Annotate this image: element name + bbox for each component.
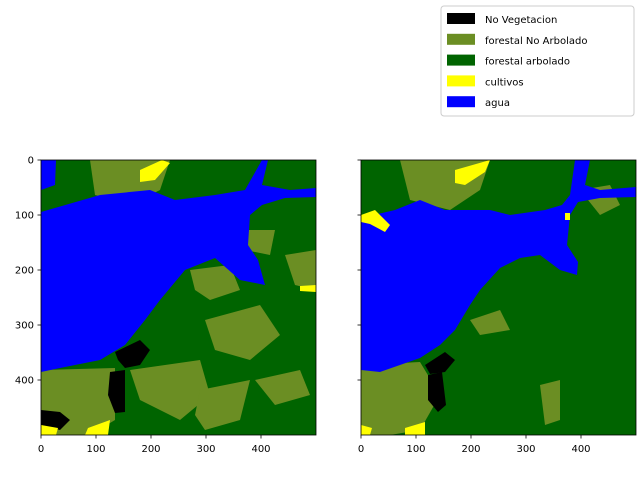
y-tick-label: 100 (15, 211, 34, 222)
axes-frame-right (360, 159, 637, 436)
legend-swatch (447, 33, 475, 45)
legend-label: No Vegetacion (485, 15, 557, 26)
legend-swatch (447, 13, 475, 24)
map-right (361, 160, 636, 435)
x-tick-label: 200 (461, 444, 480, 455)
ticks-right: 0 100 200 300 400 (357, 159, 591, 455)
x-tick-label: 400 (571, 444, 590, 455)
ticks-left: 0 100 200 300 400 0 100 200 300 400 (15, 156, 271, 456)
x-tick-label: 100 (86, 444, 105, 455)
legend-swatch (447, 75, 475, 87)
legend-swatch (447, 96, 475, 108)
y-tick-label: 300 (15, 321, 34, 332)
x-tick-label: 0 (358, 444, 364, 455)
y-tick-label: 0 (28, 156, 34, 167)
legend-label: agua (485, 98, 510, 109)
legend-swatch (447, 54, 475, 66)
x-tick-label: 300 (516, 444, 535, 455)
y-tick-label: 200 (15, 266, 34, 277)
x-tick-label: 0 (38, 444, 44, 455)
legend-label: cultivos (485, 77, 524, 88)
x-tick-label: 300 (196, 444, 215, 455)
x-tick-label: 200 (141, 444, 160, 455)
x-tick-label: 400 (251, 444, 270, 455)
axes-frame-left (40, 159, 317, 436)
legend: No Vegetacion forestal No Arbolado foresta… (440, 5, 635, 117)
legend-label: forestal No Arbolado (485, 36, 587, 47)
legend-label: forestal arbolado (485, 57, 570, 68)
y-tick-label: 400 (15, 376, 34, 387)
map-left (41, 160, 316, 435)
x-tick-label: 100 (406, 444, 425, 455)
